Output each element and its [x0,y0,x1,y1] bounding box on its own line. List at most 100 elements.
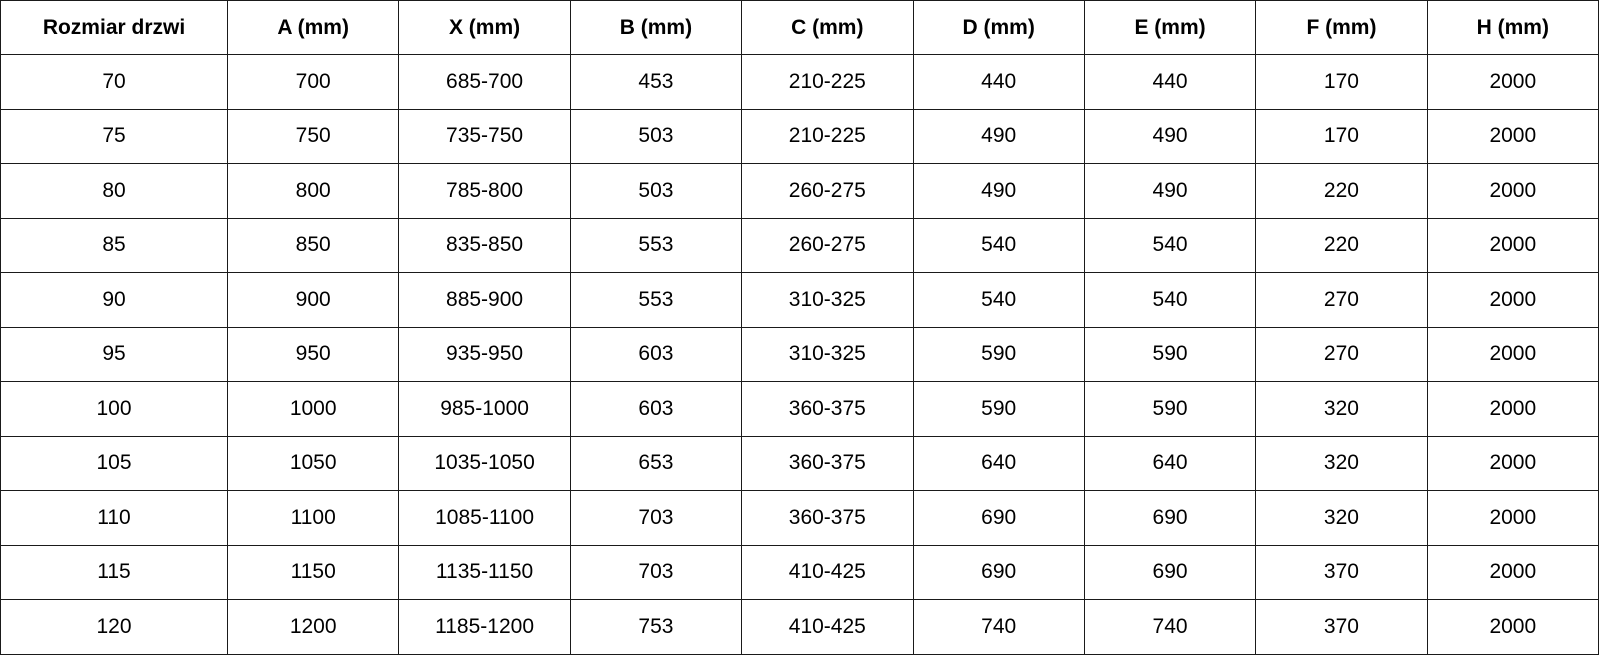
table-cell: 2000 [1426,544,1600,600]
table-cell: 1200 [226,599,400,655]
table-cell: 490 [912,163,1085,219]
table-cell: 1000 [226,381,400,437]
table-cell: 2000 [1426,381,1600,437]
table-cell: 370 [1255,544,1428,600]
table-cell: 540 [1083,217,1257,273]
table-cell: 105 [0,435,228,491]
table-cell: 835-850 [398,217,571,273]
table-cell: 170 [1255,54,1428,110]
table-cell: 490 [1083,163,1257,219]
table-cell: 1135-1150 [398,544,571,600]
table-cell: 320 [1255,381,1428,437]
table-cell: 320 [1255,490,1428,546]
table-cell: 1150 [226,544,400,600]
table-cell: 440 [912,54,1085,110]
column-header: B (mm) [569,0,743,55]
table-row: 120 1200 1185-1200 753 410-425 740 740 370 2000 [0,599,1600,655]
table-cell: 685-700 [398,54,571,110]
table-cell: 985-1000 [398,381,571,437]
table-cell: 753 [569,599,743,655]
table-cell: 70 [0,54,228,110]
table-cell: 490 [1083,108,1257,164]
table-cell: 2000 [1426,217,1600,273]
header-row: Rozmiar drzwi A (mm) X (mm) B (mm) C (mm) D (… [0,0,1600,55]
table-cell: 850 [226,217,400,273]
table-cell: 540 [912,217,1085,273]
column-header: A (mm) [226,0,400,55]
table-cell: 2000 [1426,599,1600,655]
table-cell: 440 [1083,54,1257,110]
table-cell: 220 [1255,217,1428,273]
table-cell: 900 [226,272,400,328]
table-cell: 750 [226,108,400,164]
table-cell: 360-375 [741,490,914,546]
table-cell: 640 [912,435,1085,491]
table-row: 100 1000 985-1000 603 360-375 590 590 320 2000 [0,381,1600,437]
column-header: D (mm) [912,0,1085,55]
table-cell: 90 [0,272,228,328]
table-cell: 220 [1255,163,1428,219]
table-cell: 120 [0,599,228,655]
table-row: 70 700 685-700 453 210-225 440 440 170 2000 [0,54,1600,110]
table-cell: 785-800 [398,163,571,219]
table-cell: 740 [912,599,1085,655]
table-cell: 85 [0,217,228,273]
table-cell: 2000 [1426,326,1600,382]
column-header: H (mm) [1426,0,1600,55]
table-row: 110 1100 1085-1100 703 360-375 690 690 320 2000 [0,490,1600,546]
table-cell: 590 [1083,381,1257,437]
table-cell: 603 [569,381,743,437]
table-cell: 1035-1050 [398,435,571,491]
table-cell: 590 [912,326,1085,382]
table-cell: 700 [226,54,400,110]
table-cell: 540 [1083,272,1257,328]
table-cell: 210-225 [741,54,914,110]
table-cell: 95 [0,326,228,382]
table-cell: 503 [569,163,743,219]
table-row: 75 750 735-750 503 210-225 490 490 170 2000 [0,108,1600,164]
table-cell: 80 [0,163,228,219]
table-row: 95 950 935-950 603 310-325 590 590 270 2000 [0,326,1600,382]
table-cell: 1100 [226,490,400,546]
table-cell: 735-750 [398,108,571,164]
table-cell: 690 [912,544,1085,600]
table-cell: 553 [569,272,743,328]
table-row: 85 850 835-850 553 260-275 540 540 220 2000 [0,217,1600,273]
table-cell: 310-325 [741,326,914,382]
table-cell: 490 [912,108,1085,164]
table-cell: 110 [0,490,228,546]
table-cell: 503 [569,108,743,164]
table-cell: 603 [569,326,743,382]
table-cell: 115 [0,544,228,600]
table-cell: 360-375 [741,435,914,491]
table-cell: 2000 [1426,490,1600,546]
column-header: X (mm) [398,0,571,55]
table-cell: 2000 [1426,54,1600,110]
table-row: 105 1050 1035-1050 653 360-375 640 640 320 2000 [0,435,1600,491]
table-cell: 170 [1255,108,1428,164]
table-cell: 370 [1255,599,1428,655]
table-cell: 75 [0,108,228,164]
column-header: F (mm) [1255,0,1428,55]
table-cell: 410-425 [741,599,914,655]
table-cell: 100 [0,381,228,437]
table-cell: 885-900 [398,272,571,328]
table-cell: 270 [1255,326,1428,382]
table-cell: 540 [912,272,1085,328]
table-row: 80 800 785-800 503 260-275 490 490 220 2000 [0,163,1600,219]
column-header: C (mm) [741,0,914,55]
table-cell: 2000 [1426,163,1600,219]
table-cell: 320 [1255,435,1428,491]
table-cell: 950 [226,326,400,382]
column-header: E (mm) [1083,0,1257,55]
table-row: 90 900 885-900 553 310-325 540 540 270 2000 [0,272,1600,328]
table-cell: 690 [1083,544,1257,600]
table-cell: 935-950 [398,326,571,382]
table-cell: 800 [226,163,400,219]
table-cell: 270 [1255,272,1428,328]
table-cell: 703 [569,490,743,546]
table-cell: 740 [1083,599,1257,655]
table-cell: 2000 [1426,108,1600,164]
table-cell: 553 [569,217,743,273]
